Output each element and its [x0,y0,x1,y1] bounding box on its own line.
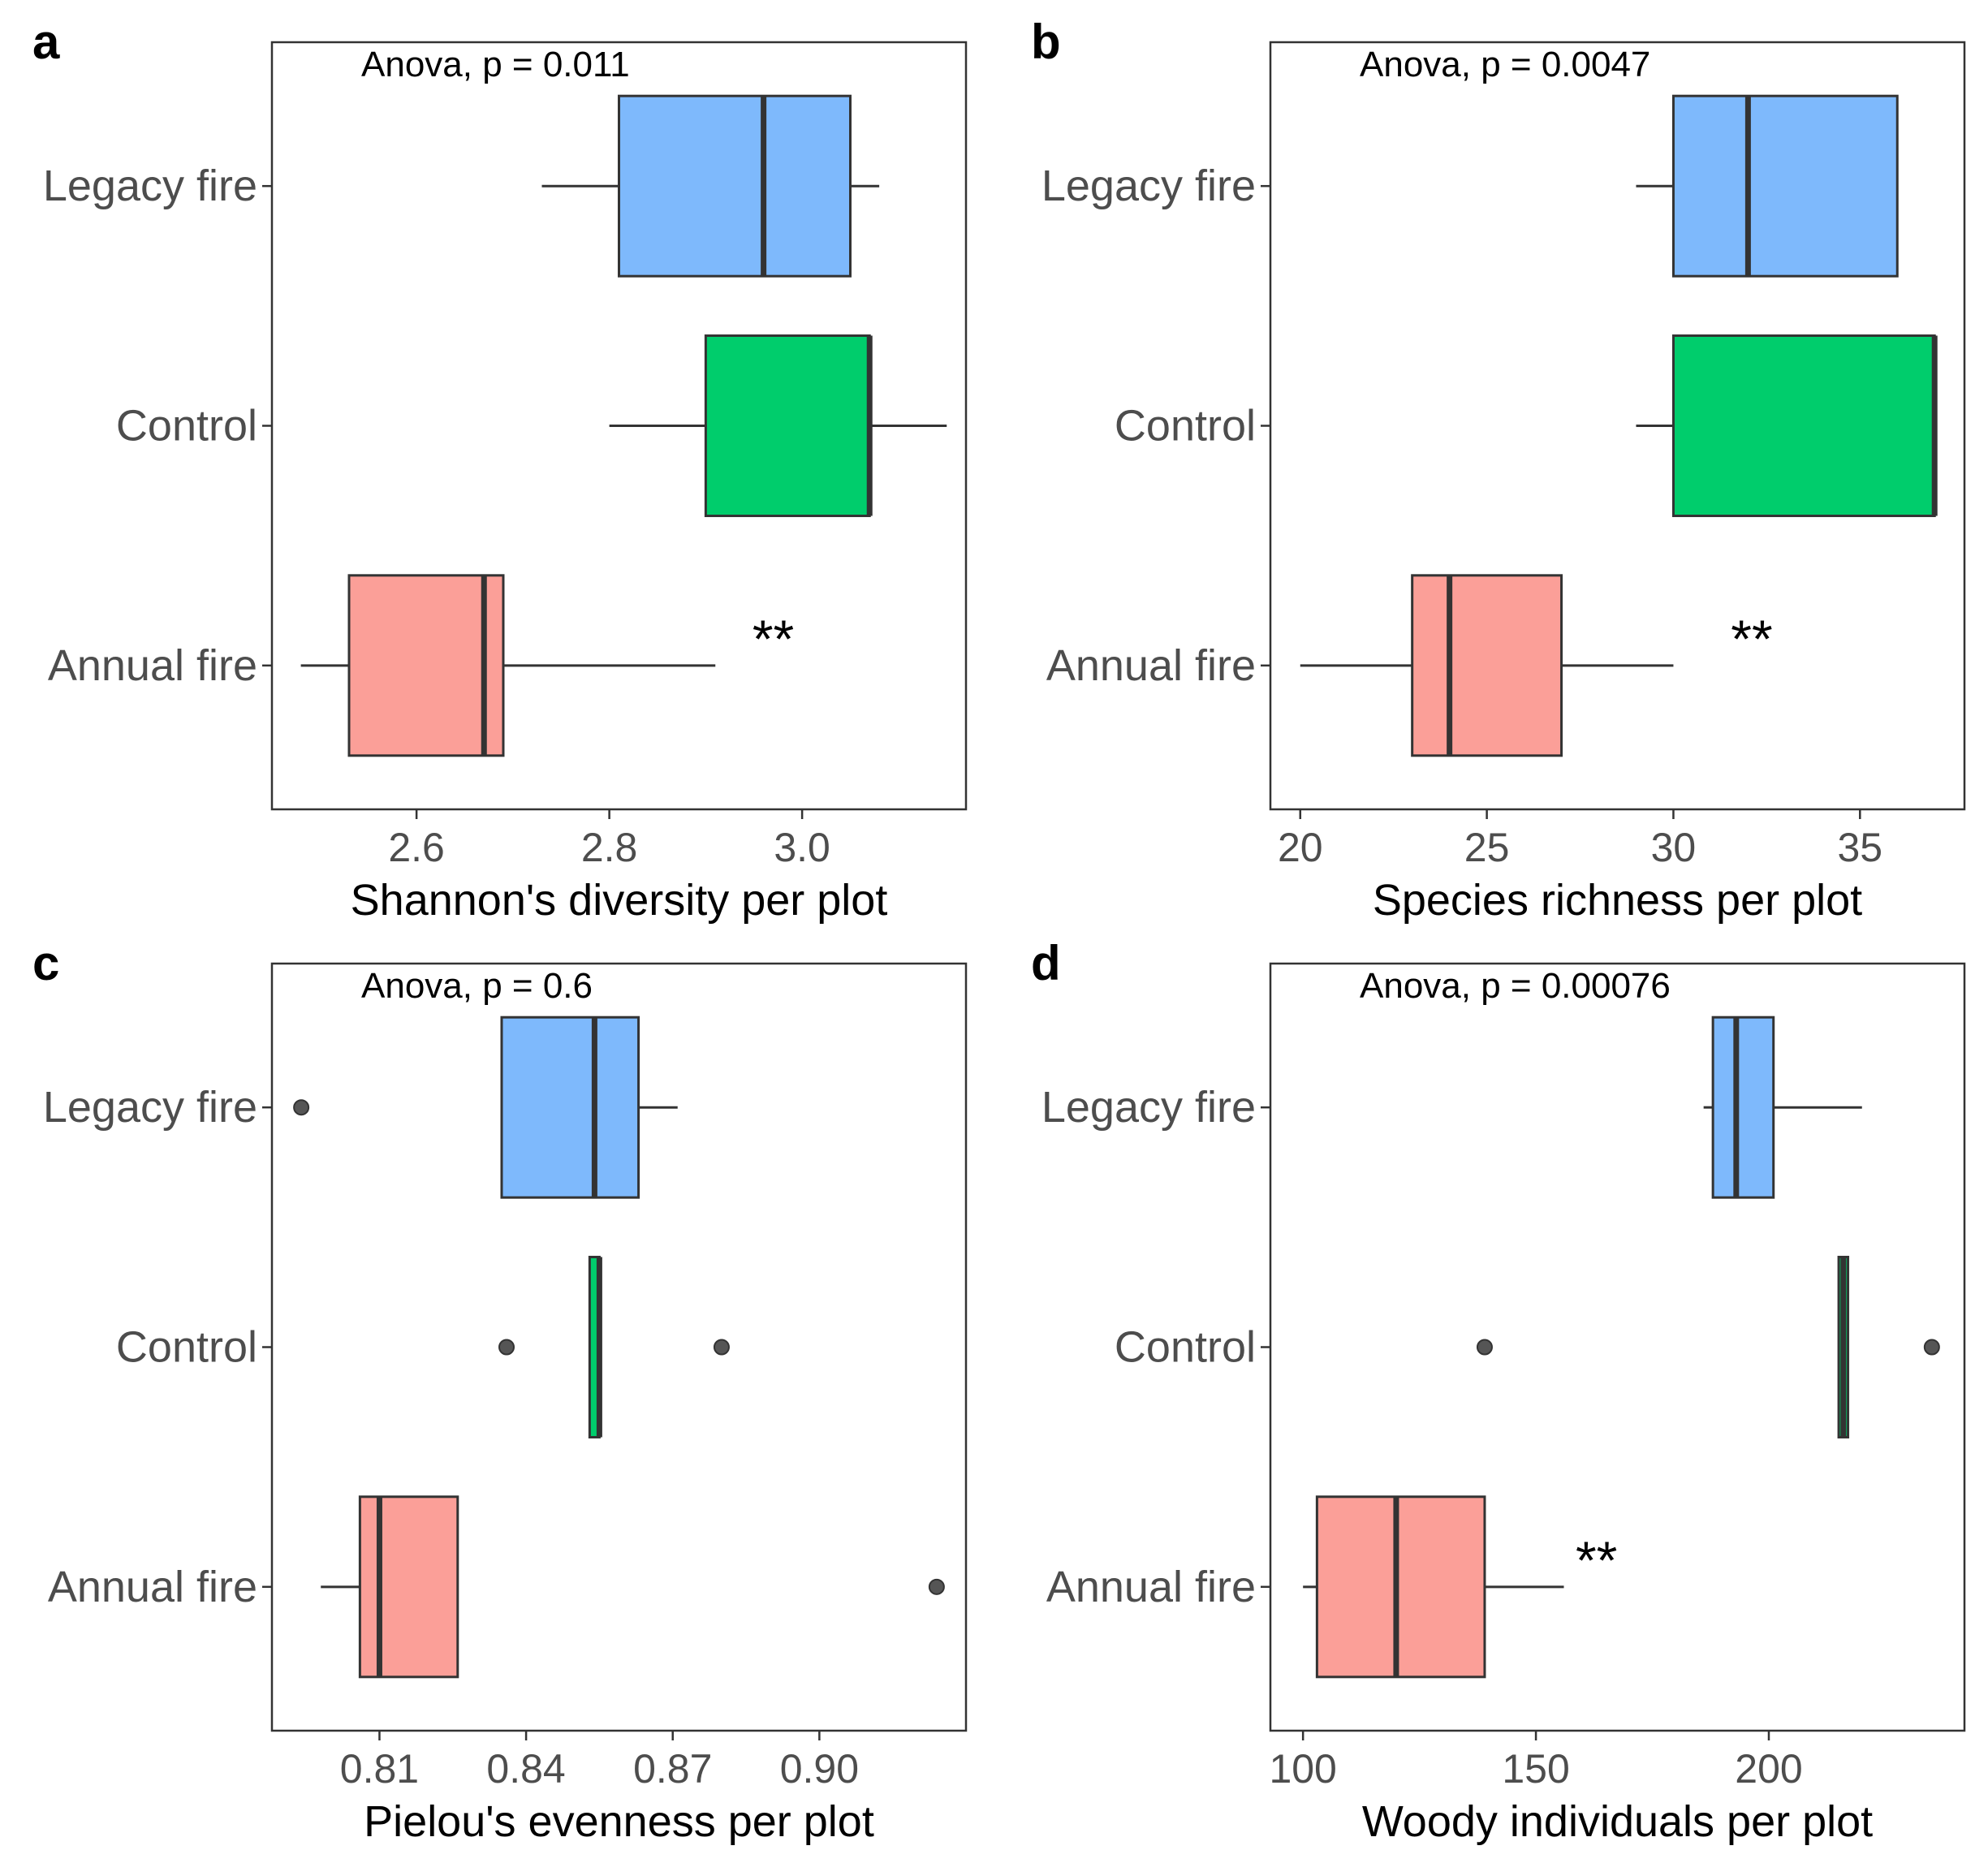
y-category-label: Legacy fire [43,162,257,210]
x-tick-label: 35 [1837,825,1882,870]
panel-b: b Anova, p = 0.0047 Legacy fire Control Annu… [1031,15,1966,925]
box-iqr [358,1495,459,1679]
box-annual-fire [1300,574,1674,757]
panel-letter: c [32,936,59,990]
x-tick-label: 100 [1269,1746,1336,1792]
x-tick-label: 200 [1735,1746,1802,1792]
outlier-point [293,1099,310,1116]
box-control [1636,334,1938,517]
x-axis-title: Woody individuals per plot [1362,1797,1873,1846]
anova-annotation: Anova, p = 0.00076 [1360,966,1671,1006]
panel-letter: d [1031,936,1061,990]
box-annual-fire [1303,1495,1564,1679]
y-category-label: Annual fire [1046,641,1256,690]
panel-letter: b [1031,15,1061,69]
y-category-label: Legacy fire [1041,1083,1256,1132]
panel-d: d Anova, p = 0.00076 Legacy fire Control Ann… [1031,936,1966,1846]
x-tick-label: 30 [1651,825,1697,870]
outlier-point [713,1339,730,1356]
box-iqr [1711,1016,1775,1199]
y-category-label: Legacy fire [1041,162,1256,210]
y-category-label: Annual fire [48,641,257,690]
box-iqr [1411,574,1563,757]
box-legacy-fire [293,1016,678,1199]
outlier-point [1476,1339,1493,1356]
box-iqr [1671,94,1899,278]
box-legacy-fire [541,94,880,278]
box-control [609,334,947,517]
significance-marker: ** [1731,609,1772,669]
box-iqr [500,1016,640,1199]
outlier-point [1923,1339,1940,1356]
box-control [498,1256,730,1438]
box-legacy-fire [1703,1016,1862,1199]
x-tick-label: 0.84 [486,1746,565,1792]
x-tick-label: 150 [1502,1746,1569,1792]
box-iqr [347,574,505,757]
anova-annotation: Anova, p = 0.011 [361,45,630,84]
box-iqr [704,334,871,517]
panel-c: c Anova, p = 0.6 Legacy fire Control Annual … [32,936,968,1846]
box-iqr [1315,1495,1486,1679]
box-control [1476,1256,1940,1438]
anova-annotation: Anova, p = 0.6 [361,966,593,1006]
box-annual-fire [321,1495,945,1679]
y-category-label: Annual fire [48,1563,257,1611]
outlier-point [928,1578,945,1595]
box-annual-fire [300,574,716,757]
anova-annotation: Anova, p = 0.0047 [1360,45,1650,84]
x-tick-label: 0.90 [780,1746,859,1792]
x-tick-label: 25 [1464,825,1510,870]
x-axis-title: Shannon's diversity per plot [351,876,888,925]
significance-marker: ** [753,609,794,669]
panel-a: a Anova, p = 0.011 Legacy fire Control Annua… [32,15,968,925]
box-iqr [618,94,852,278]
significance-marker: ** [1576,1530,1617,1590]
x-tick-label: 0.81 [340,1746,419,1792]
outlier-point [498,1339,515,1356]
box-iqr [1671,334,1936,517]
y-category-label: Annual fire [1046,1563,1256,1611]
y-category-label: Control [116,1323,257,1372]
box-legacy-fire [1636,94,1899,278]
panel-letter: a [32,15,60,69]
x-axis-title: Pielou's evenness per plot [364,1797,874,1846]
y-category-label: Control [1115,1323,1256,1372]
x-axis-title: Species richness per plot [1373,876,1862,925]
x-tick-label: 20 [1278,825,1323,870]
x-tick-label: 2.6 [388,825,445,870]
y-category-label: Control [116,402,257,451]
y-category-label: Legacy fire [43,1083,257,1132]
y-category-label: Control [1115,402,1256,451]
x-tick-label: 2.8 [581,825,638,870]
x-tick-label: 0.87 [633,1746,712,1792]
x-tick-label: 3.0 [774,825,830,870]
